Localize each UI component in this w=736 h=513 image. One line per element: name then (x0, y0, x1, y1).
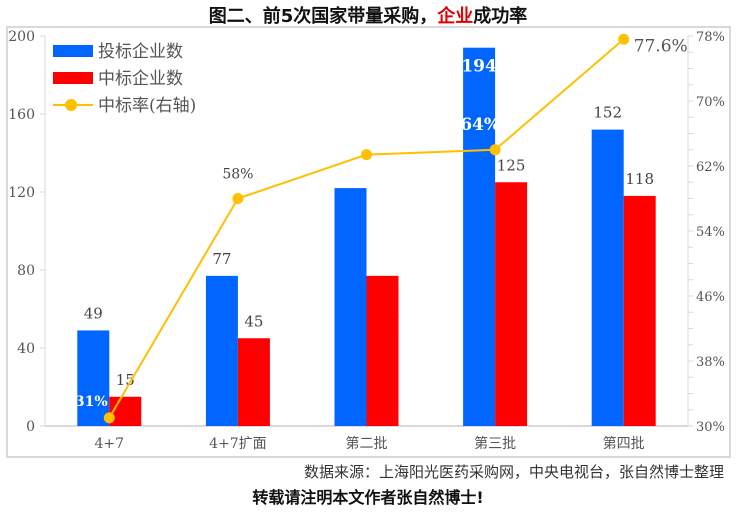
y2-tick-label: 78% (696, 30, 725, 45)
y-tick-label: 200 (8, 29, 35, 45)
rate-label: 31% (75, 394, 108, 410)
bar-win (237, 338, 270, 426)
x-tick-label: 第二批 (346, 435, 388, 452)
y-tick-label: 80 (17, 263, 35, 279)
title-highlight: 企业 (437, 6, 474, 27)
bar-win-label: 118 (625, 170, 654, 188)
y2-tick-label: 54% (696, 225, 725, 240)
rate-point (103, 412, 115, 424)
y2-tick-label: 30% (696, 420, 725, 435)
bar-win-label: 125 (497, 156, 526, 174)
rate-label: 77.6% (634, 36, 688, 56)
title-main: 图二、前5次国家带量采购， (208, 6, 438, 27)
legend-bid-swatch (53, 45, 93, 57)
bar-bid (205, 275, 238, 426)
y-tick-label: 0 (26, 419, 35, 435)
x-tick-label: 第四批 (603, 435, 645, 452)
bar-win (495, 182, 528, 426)
bar-bid-label: 49 (84, 304, 103, 322)
y-tick-label: 160 (8, 107, 35, 123)
chart-title: 图二、前5次国家带量采购，企业成功率 (0, 2, 736, 28)
bar-bid (77, 330, 110, 426)
legend-bid-label: 投标企业数 (98, 42, 183, 62)
rate-point (618, 33, 630, 45)
legend-win-swatch (53, 72, 93, 84)
chart-frame (6, 26, 731, 458)
legend-rate-marker (65, 99, 77, 111)
y2-tick-label: 46% (696, 290, 725, 305)
x-tick-label: 4+7 (95, 436, 125, 452)
bar-bid-label: 77 (212, 250, 231, 268)
y2-tick-label: 70% (696, 95, 725, 110)
chart-svg: 0408012016020030%38%46%54%62%70%78%张自然4+… (8, 29, 725, 452)
rate-point (489, 144, 501, 156)
bar-bid-label: 194 (461, 57, 497, 77)
x-tick-label: 4+7扩面 (209, 436, 267, 452)
rate-point (361, 149, 372, 161)
y-tick-label: 120 (8, 185, 35, 201)
bar-win (109, 396, 142, 426)
bar-bid-label: 152 (593, 104, 622, 122)
legend-rate-label: 中标率(右轴) (98, 96, 196, 116)
bar-win (366, 275, 399, 426)
rate-label: 64% (460, 115, 500, 135)
rate-label: 58% (222, 167, 253, 183)
bar-bid (591, 129, 624, 426)
rate-point (232, 193, 244, 204)
copyright-note: 转载请注明本文作者张自然博士! (252, 488, 484, 507)
source-note: 数据来源：上海阳光医药采购网，中央电视台，张自然博士整理 (303, 463, 724, 481)
y-tick-label: 40 (17, 341, 35, 357)
legend-win-label: 中标企业数 (98, 69, 183, 89)
bar-bid (334, 188, 367, 426)
title-tail: 成功率 (473, 6, 528, 27)
bar-bid (463, 47, 496, 426)
y2-tick-label: 62% (696, 160, 725, 175)
y2-tick-label: 38% (696, 355, 725, 370)
bar-win (623, 195, 656, 426)
bar-win-label: 45 (244, 312, 263, 330)
x-tick-label: 第三批 (474, 435, 516, 452)
